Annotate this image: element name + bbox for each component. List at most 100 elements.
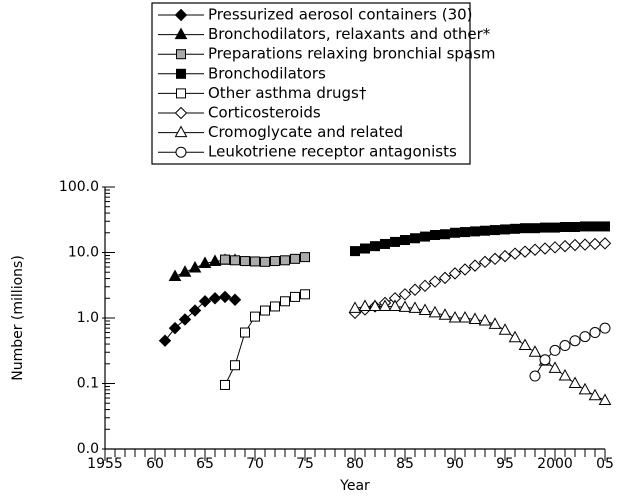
marker xyxy=(358,299,372,311)
marker xyxy=(208,292,222,305)
marker xyxy=(280,296,290,307)
marker xyxy=(198,256,212,268)
marker xyxy=(598,237,612,250)
marker xyxy=(539,354,551,366)
legend-label: Corticosteroids xyxy=(208,104,321,122)
x-tick-label: 70 xyxy=(246,456,264,472)
legend-label: Bronchodilators, relaxants and other* xyxy=(208,25,491,43)
marker xyxy=(240,327,250,338)
x-tick-label: 80 xyxy=(346,456,364,472)
marker xyxy=(478,313,492,326)
y-tick-label: 10.0 xyxy=(68,245,99,261)
marker xyxy=(510,223,520,234)
marker xyxy=(568,376,582,388)
marker xyxy=(468,259,482,272)
marker xyxy=(290,253,300,264)
marker xyxy=(240,256,250,267)
marker xyxy=(188,304,202,317)
marker xyxy=(418,303,432,316)
marker xyxy=(228,293,242,306)
marker xyxy=(250,256,260,267)
marker xyxy=(560,222,570,233)
marker xyxy=(460,227,470,238)
marker xyxy=(378,299,392,311)
marker xyxy=(360,243,370,254)
marker xyxy=(390,236,400,247)
x-axis-title: Year xyxy=(339,478,370,494)
series-line xyxy=(354,305,606,401)
x-tick-label: 75 xyxy=(296,456,314,472)
legend-marker xyxy=(176,68,186,79)
marker xyxy=(580,221,590,232)
legend-marker xyxy=(174,125,188,138)
legend-label: Pressurized aerosol containers (30) xyxy=(208,6,473,24)
marker xyxy=(300,289,310,300)
marker xyxy=(488,317,502,329)
x-tick-label: 60 xyxy=(146,456,164,472)
x-tick-label: 1955 xyxy=(87,456,123,472)
marker xyxy=(448,310,462,323)
marker xyxy=(300,252,310,263)
marker xyxy=(418,279,432,293)
marker xyxy=(370,241,380,252)
marker xyxy=(438,308,452,320)
series-line xyxy=(164,296,236,342)
legend-label: Cromoglycate and related xyxy=(208,123,403,141)
marker xyxy=(559,340,571,352)
marker xyxy=(408,301,422,313)
marker xyxy=(588,237,602,251)
marker xyxy=(220,379,230,390)
marker xyxy=(450,227,460,238)
marker xyxy=(549,344,561,356)
legend-box xyxy=(151,2,471,165)
marker xyxy=(558,239,572,253)
marker xyxy=(290,291,300,302)
marker xyxy=(398,288,412,301)
y-axis-title: Number (millions) xyxy=(10,255,26,381)
marker xyxy=(428,275,442,288)
marker xyxy=(470,226,480,237)
marker xyxy=(458,310,472,323)
marker xyxy=(188,260,202,273)
x-tick-label: 2000 xyxy=(537,456,573,472)
marker xyxy=(598,393,612,406)
marker xyxy=(548,361,562,373)
marker xyxy=(270,301,280,312)
marker xyxy=(498,249,512,263)
y-tick-label: 100.0 xyxy=(59,179,99,195)
marker xyxy=(570,222,580,233)
marker xyxy=(398,300,412,312)
marker xyxy=(599,322,611,334)
marker xyxy=(280,255,290,266)
marker xyxy=(478,255,492,269)
marker xyxy=(218,290,232,304)
marker xyxy=(408,283,422,296)
marker xyxy=(410,233,420,244)
marker xyxy=(558,368,572,381)
legend-marker xyxy=(174,27,188,40)
x-tick-label: 95 xyxy=(496,456,514,472)
x-tick-label: 85 xyxy=(396,456,414,472)
marker xyxy=(588,388,602,401)
legend-label: Preparations relaxing bronchial spasm xyxy=(208,45,496,63)
marker xyxy=(538,242,552,255)
marker xyxy=(350,246,360,257)
marker xyxy=(600,221,610,232)
marker xyxy=(568,238,582,252)
marker xyxy=(550,222,560,233)
marker xyxy=(168,269,182,282)
marker xyxy=(508,330,522,343)
marker xyxy=(380,238,390,249)
marker xyxy=(589,327,601,339)
marker xyxy=(578,382,592,395)
legend-marker xyxy=(176,49,186,60)
x-tick-label: 90 xyxy=(446,456,464,472)
marker xyxy=(198,295,212,308)
marker xyxy=(490,225,500,236)
marker xyxy=(230,360,240,371)
marker xyxy=(348,301,362,313)
marker xyxy=(498,323,512,335)
marker xyxy=(448,267,462,280)
marker xyxy=(579,331,591,343)
